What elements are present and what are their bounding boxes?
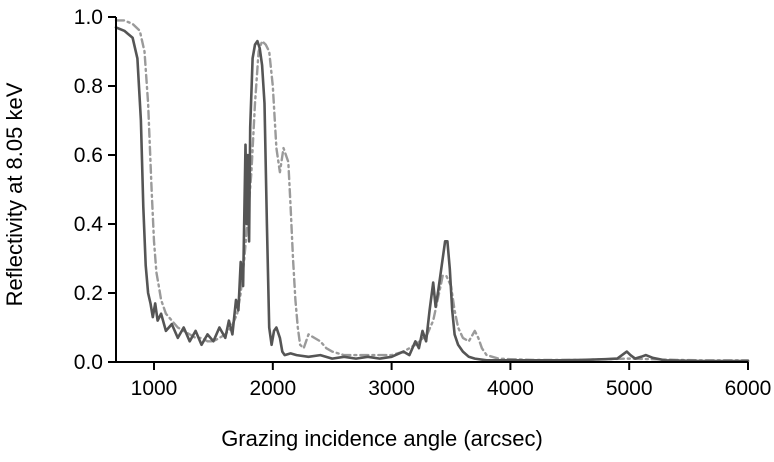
y-tick-label: 0.2 bbox=[74, 282, 103, 305]
y-tick-label: 0.6 bbox=[74, 144, 103, 167]
series-layer bbox=[114, 19, 750, 363]
y-tick-label: 0.0 bbox=[74, 351, 103, 374]
tick-layer: 1000 2000 3000 4000 5000 6000 0.0 0.2 0.4 0.6 0.8 1… bbox=[74, 6, 772, 400]
y-axis-title: Reflectivity at 8.05 keV bbox=[2, 82, 27, 306]
y-tick-label: 1.0 bbox=[74, 6, 103, 29]
x-tick-label: 4000 bbox=[487, 377, 534, 400]
series-line-solid bbox=[114, 26, 750, 363]
x-tick-label: 6000 bbox=[725, 377, 772, 400]
x-axis-title: Grazing incidence angle (arcsec) bbox=[221, 426, 543, 451]
y-tick-label: 0.8 bbox=[74, 75, 103, 98]
x-tick-label: 2000 bbox=[249, 377, 296, 400]
x-tick-label: 3000 bbox=[368, 377, 415, 400]
y-tick-label: 0.4 bbox=[74, 213, 104, 236]
series-line-dash-dot bbox=[114, 19, 750, 362]
x-tick-label: 1000 bbox=[131, 377, 178, 400]
x-tick-label: 5000 bbox=[606, 377, 653, 400]
